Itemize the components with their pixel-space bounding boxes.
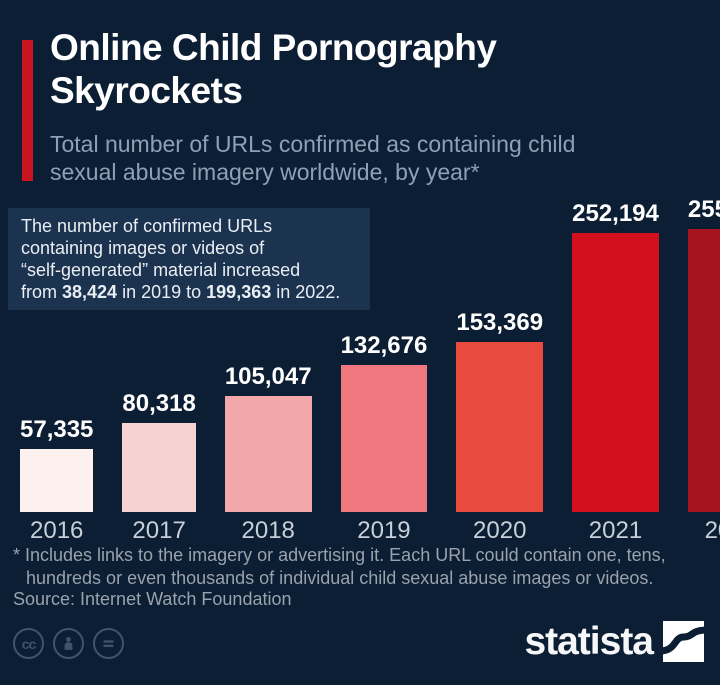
page-title: Online Child Pornography Skyrockets <box>50 26 690 113</box>
bar-value-label-2016: 57,335 <box>20 416 94 443</box>
bar-2022 <box>687 229 720 512</box>
source-line: Source: Internet Watch Foundation <box>13 589 292 609</box>
bar-value-label-2021: 252,194 <box>572 200 659 227</box>
annotation-box: The number of confirmed URLs containing i… <box>8 208 370 310</box>
annotation-line: from 38,424 in 2019 to 199,363 in 2022. <box>21 282 341 302</box>
annotation-line: The number of confirmed URLs <box>21 216 273 236</box>
annotation-line: containing images or videos of <box>21 238 265 258</box>
bar-column-2022: 255,588 2022 <box>687 196 720 544</box>
bar-column-2018: 105,047 2018 <box>224 363 312 544</box>
x-axis-label-2019: 2019 <box>357 517 411 544</box>
x-axis-label-2017: 2017 <box>132 517 186 544</box>
page-title-line2: Skyrockets <box>50 70 243 112</box>
license-icons: cc <box>13 628 124 659</box>
chart-subtitle: Total number of URLs confirmed as contai… <box>50 131 576 185</box>
bar-column-2021: 252,194 2021 <box>572 200 659 544</box>
person-glyph <box>64 636 73 650</box>
bar-column-2017: 80,318 2017 <box>122 390 196 544</box>
bar-2020 <box>456 342 544 512</box>
attribution-icon[interactable] <box>53 628 84 659</box>
bar-column-2020: 153,369 2020 <box>456 309 544 544</box>
annotation-line: “self-generated” material increased <box>21 260 301 280</box>
x-axis-label-2018: 2018 <box>241 517 295 544</box>
bar-value-label-2019: 132,676 <box>340 332 428 359</box>
x-axis-label-2022: 2022 <box>704 517 720 544</box>
page-title-line1: Online Child Pornography <box>50 27 497 68</box>
bar-2017 <box>122 423 196 512</box>
statista-logo[interactable]: statista <box>524 621 704 662</box>
statista-logo-mark <box>663 621 704 662</box>
title-accent-bar <box>22 40 33 181</box>
cc-icon[interactable]: cc <box>13 628 44 659</box>
bar-value-label-2018: 105,047 <box>224 363 312 390</box>
equals-glyph <box>103 640 114 647</box>
bar-column-2019: 132,676 2019 <box>340 332 428 544</box>
bar-2018 <box>224 396 312 512</box>
footnote: * Includes links to the imagery or adver… <box>13 545 666 588</box>
bar-column-2016: 57,335 2016 <box>20 416 94 544</box>
bar-2016 <box>20 449 94 512</box>
bar-value-label-2020: 153,369 <box>456 309 544 336</box>
bar-chart: 57,335 2016 80,318 2017 105,047 2018 132,676 20… <box>20 196 720 544</box>
bar-2021 <box>572 233 659 512</box>
x-axis-label-2021: 2021 <box>588 517 643 544</box>
bar-value-label-2022: 255,588 <box>687 196 720 223</box>
no-derivatives-icon[interactable] <box>93 628 124 659</box>
bar-2019 <box>340 365 428 512</box>
statista-wordmark: statista <box>524 620 654 663</box>
x-axis-label-2016: 2016 <box>30 517 84 544</box>
bar-value-label-2017: 80,318 <box>122 390 196 417</box>
x-axis-label-2020: 2020 <box>473 517 527 544</box>
